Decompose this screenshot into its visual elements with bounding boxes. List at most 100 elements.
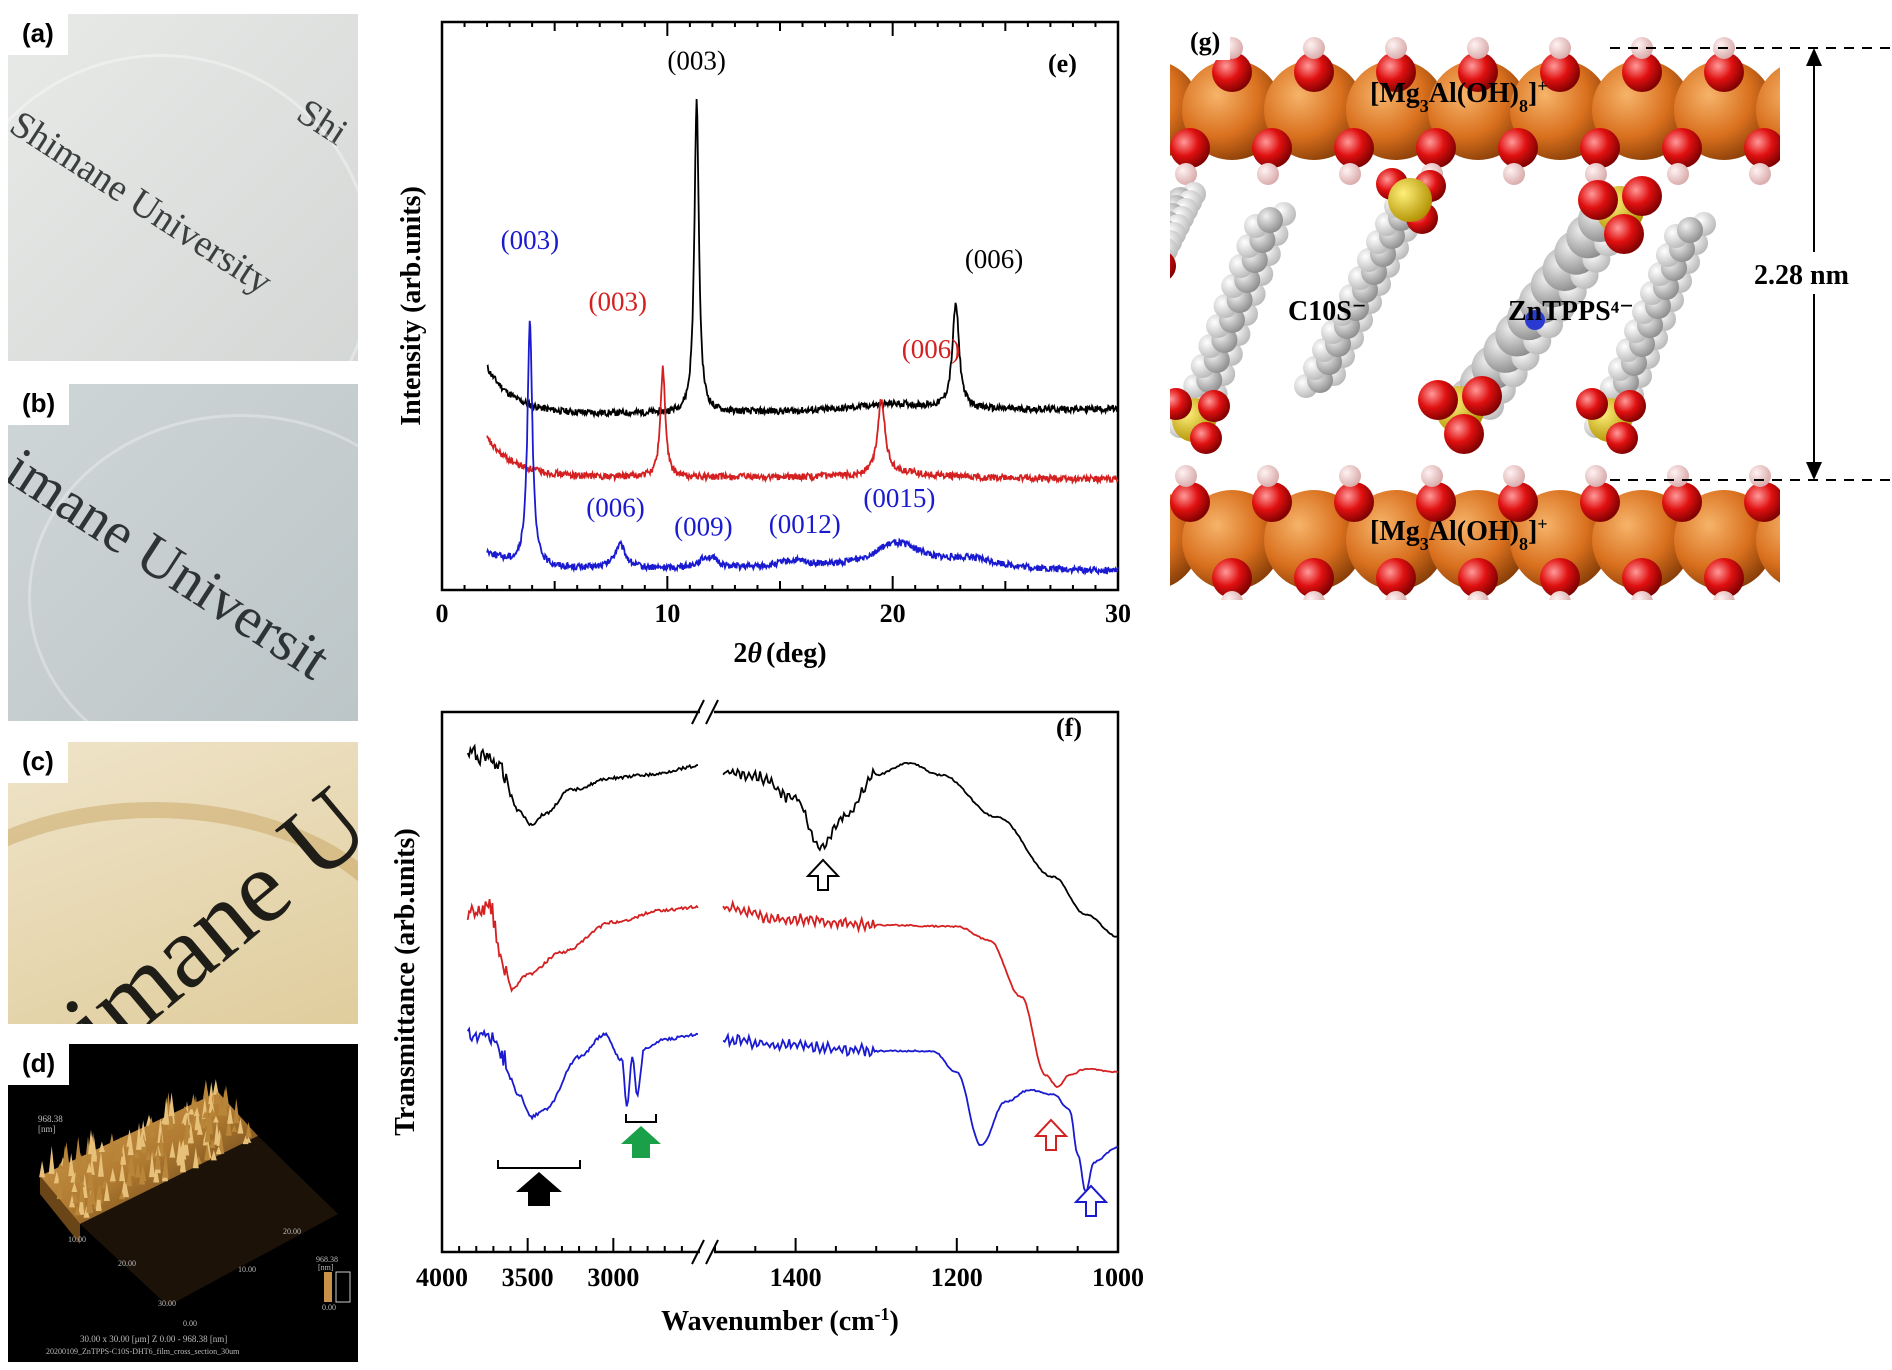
ftir-break-mark-bottom bbox=[691, 1239, 719, 1265]
afm-spike bbox=[237, 1118, 244, 1134]
porphyrin-oxygen bbox=[1622, 176, 1662, 216]
xrd-xlabel-unit: (deg) bbox=[766, 638, 827, 669]
oxygen-atom bbox=[1540, 52, 1580, 92]
afm-spike bbox=[118, 1191, 125, 1200]
oxygen-atom bbox=[1416, 128, 1456, 168]
afm-spike bbox=[108, 1133, 115, 1149]
spacing-arrow-bottom bbox=[1806, 462, 1822, 480]
porphyrin-oxygen bbox=[1604, 214, 1644, 254]
hydrogen-atom bbox=[1749, 163, 1771, 185]
chain-carbon bbox=[1677, 217, 1703, 243]
hydrogen-atom bbox=[1339, 163, 1361, 185]
afm-spike bbox=[74, 1160, 81, 1172]
afm-spike bbox=[210, 1149, 217, 1161]
afm-spike bbox=[209, 1138, 216, 1148]
afm-spike bbox=[133, 1151, 140, 1158]
ftir-ticks: 4000 3500 3000 1400 1200 1000 bbox=[416, 1238, 1144, 1292]
afm-spike bbox=[120, 1144, 127, 1165]
ftir-arrow-blue-so3 bbox=[1073, 1184, 1109, 1217]
afm-spike bbox=[39, 1160, 46, 1178]
afm-spike bbox=[187, 1121, 194, 1144]
sulfonate-oxygen bbox=[1170, 253, 1176, 279]
afm-spike bbox=[69, 1195, 75, 1208]
afm-caption-2: 20200109_ZnTPPS-C10S-DHT6_film_cross_sec… bbox=[46, 1347, 240, 1356]
xrd-chart-e: 0 10 20 30 (003)(006)(003)(006)(003)(006)(0… bbox=[396, 20, 1131, 669]
afm-spike bbox=[74, 1160, 81, 1183]
oxygen-atom bbox=[1212, 558, 1252, 598]
afm-spike bbox=[48, 1146, 55, 1174]
afm-spike bbox=[214, 1133, 221, 1145]
oxygen-atom bbox=[1704, 558, 1744, 598]
afm-spike bbox=[182, 1133, 189, 1145]
model-panel-label: (g) bbox=[1190, 27, 1220, 56]
afm-spike bbox=[204, 1119, 211, 1143]
hydrogen-atom bbox=[1549, 37, 1571, 59]
oxygen-atom bbox=[1622, 558, 1662, 598]
afm-origin: 0.00 bbox=[183, 1319, 197, 1328]
xrd-xlabel-theta: θ bbox=[747, 638, 762, 669]
ldh-bottom-layer bbox=[1170, 465, 1780, 600]
ftir-curves bbox=[466, 743, 1119, 1194]
spacing-arrow-top bbox=[1806, 48, 1822, 66]
hydrogen-atom bbox=[1713, 591, 1735, 600]
xrd-peak-label: (0015) bbox=[863, 483, 935, 513]
ftir-chart-f: 4000 3500 3000 1400 1200 1000 (f) Transmittan… bbox=[390, 698, 1144, 1337]
sulfonate-oxygen bbox=[1190, 422, 1222, 454]
ftir-bracket-ch bbox=[625, 1114, 657, 1123]
afm-scalebar bbox=[324, 1272, 332, 1302]
model-label-bg bbox=[1170, 20, 1230, 60]
afm-spike bbox=[209, 1108, 216, 1117]
afm-spike bbox=[98, 1148, 105, 1159]
afm-caption-1: 30.00 x 30.00 [μm] Z 0.00 - 968.38 [nm] bbox=[80, 1334, 227, 1344]
oxygen-atom bbox=[1704, 52, 1744, 92]
xrd-peak-label: (003) bbox=[589, 287, 647, 317]
ftir-curve-blue-right bbox=[722, 1031, 1119, 1194]
xrd-peak-label: (009) bbox=[674, 512, 732, 542]
hydrogen-atom bbox=[1175, 163, 1197, 185]
top-sub-8: 8 bbox=[1519, 96, 1528, 116]
oxygen-atom bbox=[1294, 558, 1334, 598]
ftir-xlabel: Wavenumber (cm-1) bbox=[661, 1304, 899, 1337]
oxygen-atom bbox=[1458, 558, 1498, 598]
afm-spike bbox=[179, 1140, 186, 1155]
xrd-peak-label: (003) bbox=[667, 45, 725, 75]
ftir-break-gap-top bbox=[700, 698, 714, 728]
oxygen-atom bbox=[1416, 482, 1456, 522]
afm-spike bbox=[245, 1121, 252, 1138]
afm-spike bbox=[218, 1132, 225, 1154]
xrd-curves bbox=[486, 98, 1119, 576]
afm-tick-x1: 10.00 bbox=[68, 1235, 86, 1244]
afm-spike bbox=[179, 1147, 186, 1173]
xrd-annotations: (003) (006) (003) (006) (003) (006) (009) (0012… bbox=[501, 45, 1024, 541]
oxygen-atom bbox=[1786, 52, 1826, 92]
afm-spike bbox=[154, 1145, 161, 1170]
xrd-xtick-label: 0 bbox=[436, 599, 449, 628]
afm-spike bbox=[215, 1146, 222, 1155]
afm-spike bbox=[208, 1096, 215, 1113]
xrd-xtick-label: 30 bbox=[1105, 599, 1131, 628]
ftir-curve-black-left bbox=[466, 743, 699, 827]
afm-spike bbox=[192, 1147, 199, 1169]
afm-spike bbox=[56, 1171, 63, 1200]
oxygen-atom bbox=[1376, 52, 1416, 92]
guest-zntpps: ZnTPPS⁴⁻ bbox=[1508, 296, 1634, 327]
porphyrin-oxygen bbox=[1418, 380, 1458, 420]
xrd-peak-label: (006) bbox=[965, 244, 1023, 274]
afm-tick-y2: 20.00 bbox=[283, 1227, 301, 1236]
ftir-xtick-label: 1000 bbox=[1092, 1263, 1144, 1292]
afm-axis-top: 968.38 bbox=[38, 1114, 63, 1124]
hydrogen-atom bbox=[1667, 465, 1689, 487]
afm-spike bbox=[86, 1185, 93, 1213]
sulfonate-oxygen bbox=[1170, 388, 1192, 420]
ftir-break-mark-top bbox=[691, 699, 719, 725]
afm-spike bbox=[225, 1115, 232, 1136]
xrd-xtick-label: 20 bbox=[880, 599, 906, 628]
spacing-label-bg bbox=[1750, 252, 1880, 294]
afm-spike bbox=[181, 1105, 188, 1113]
afm-spike bbox=[169, 1141, 176, 1158]
xrd-xlabel: 2θ (deg) bbox=[733, 638, 826, 669]
interlayer-guests bbox=[1170, 168, 1716, 454]
ftir-arrow-red-so3 bbox=[1033, 1118, 1069, 1151]
afm-spike bbox=[145, 1152, 152, 1161]
afm-scale-top: 968.38 bbox=[316, 1255, 338, 1264]
